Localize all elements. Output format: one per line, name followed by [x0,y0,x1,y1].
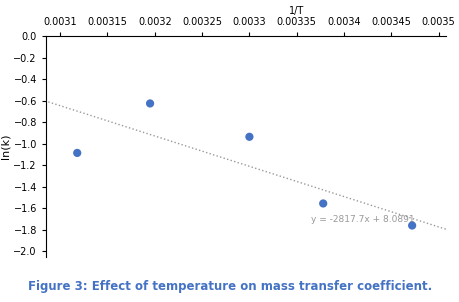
Point [319,201,326,206]
Y-axis label: ln(k): ln(k) [1,134,11,159]
Point [245,134,252,139]
Point [73,150,81,155]
Point [146,101,153,106]
Text: y = -2817.7x + 8.0891: y = -2817.7x + 8.0891 [310,214,414,223]
Point [408,223,415,228]
Text: Figure 3: Effect of temperature on mass transfer coefficient.: Figure 3: Effect of temperature on mass … [28,280,431,293]
